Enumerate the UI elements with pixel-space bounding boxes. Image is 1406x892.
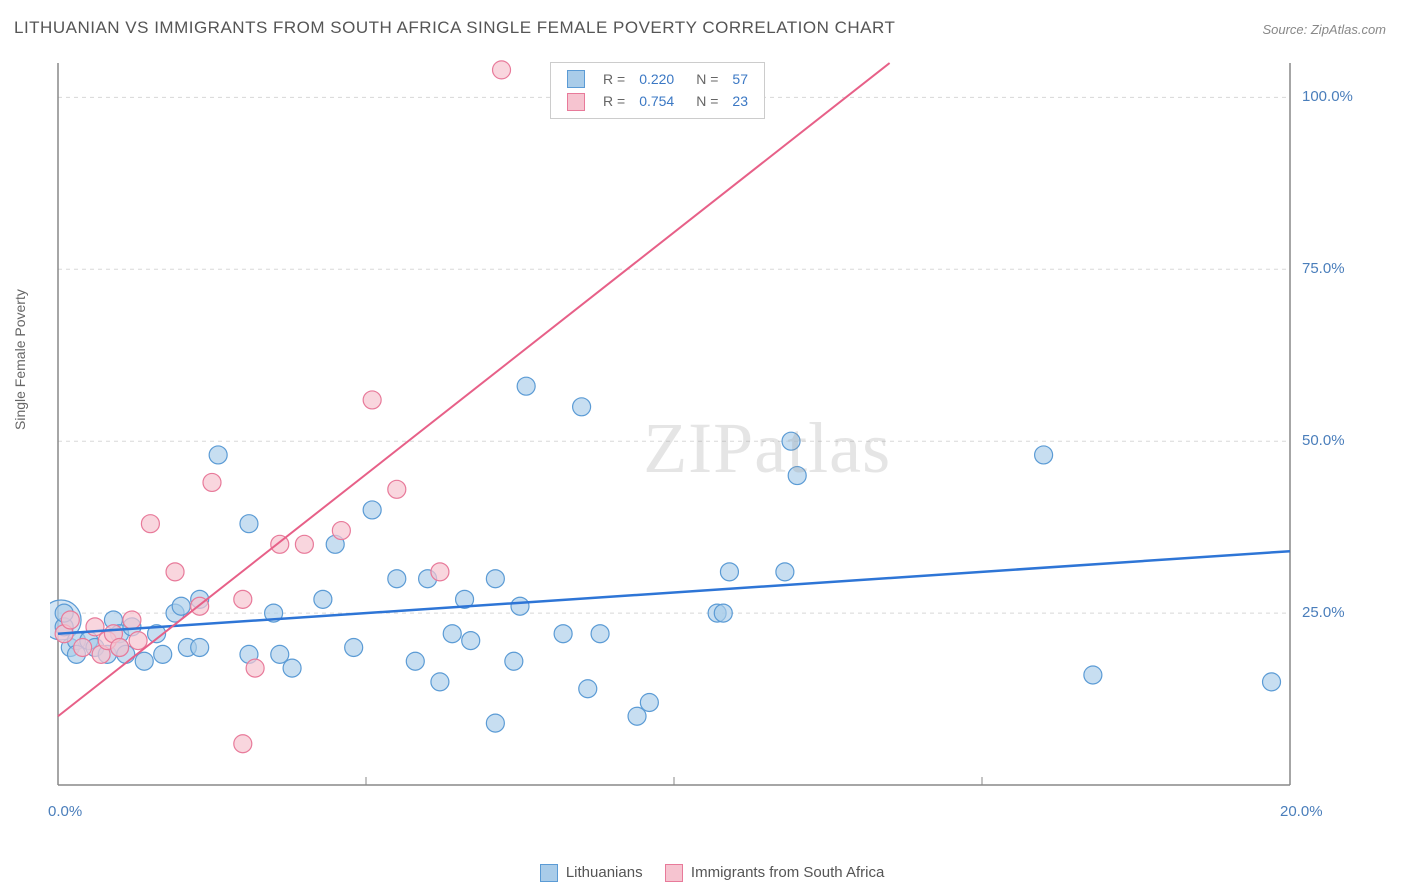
r-label: R = bbox=[597, 69, 631, 89]
y-tick-label: 50.0% bbox=[1302, 432, 1345, 449]
legend-swatch bbox=[540, 864, 558, 882]
r-value: 0.220 bbox=[633, 69, 680, 89]
r-label: R = bbox=[597, 91, 631, 111]
y-tick-label: 25.0% bbox=[1302, 604, 1345, 621]
chart-title: LITHUANIAN VS IMMIGRANTS FROM SOUTH AFRI… bbox=[14, 18, 895, 38]
x-tick-label: 20.0% bbox=[1280, 803, 1323, 820]
y-tick-label: 75.0% bbox=[1302, 260, 1345, 277]
n-label: N = bbox=[682, 91, 724, 111]
legend-swatch bbox=[665, 864, 683, 882]
r-value: 0.754 bbox=[633, 91, 680, 111]
correlation-legend: R =0.220N =57 R =0.754N =23 bbox=[550, 62, 765, 119]
legend-series-label: Immigrants from South Africa bbox=[687, 864, 885, 881]
source-attribution: Source: ZipAtlas.com bbox=[1262, 22, 1386, 37]
n-value: 57 bbox=[726, 69, 754, 89]
series-legend: Lithuanians Immigrants from South Africa bbox=[0, 864, 1406, 882]
correlation-chart bbox=[50, 55, 1370, 825]
legend-swatch bbox=[567, 70, 585, 88]
n-label: N = bbox=[682, 69, 724, 89]
y-tick-label: 100.0% bbox=[1302, 88, 1353, 105]
y-axis-label: Single Female Poverty bbox=[12, 289, 28, 430]
legend-series-label: Lithuanians bbox=[562, 864, 647, 881]
legend-swatch bbox=[567, 93, 585, 111]
x-tick-label: 0.0% bbox=[48, 803, 82, 820]
n-value: 23 bbox=[726, 91, 754, 111]
